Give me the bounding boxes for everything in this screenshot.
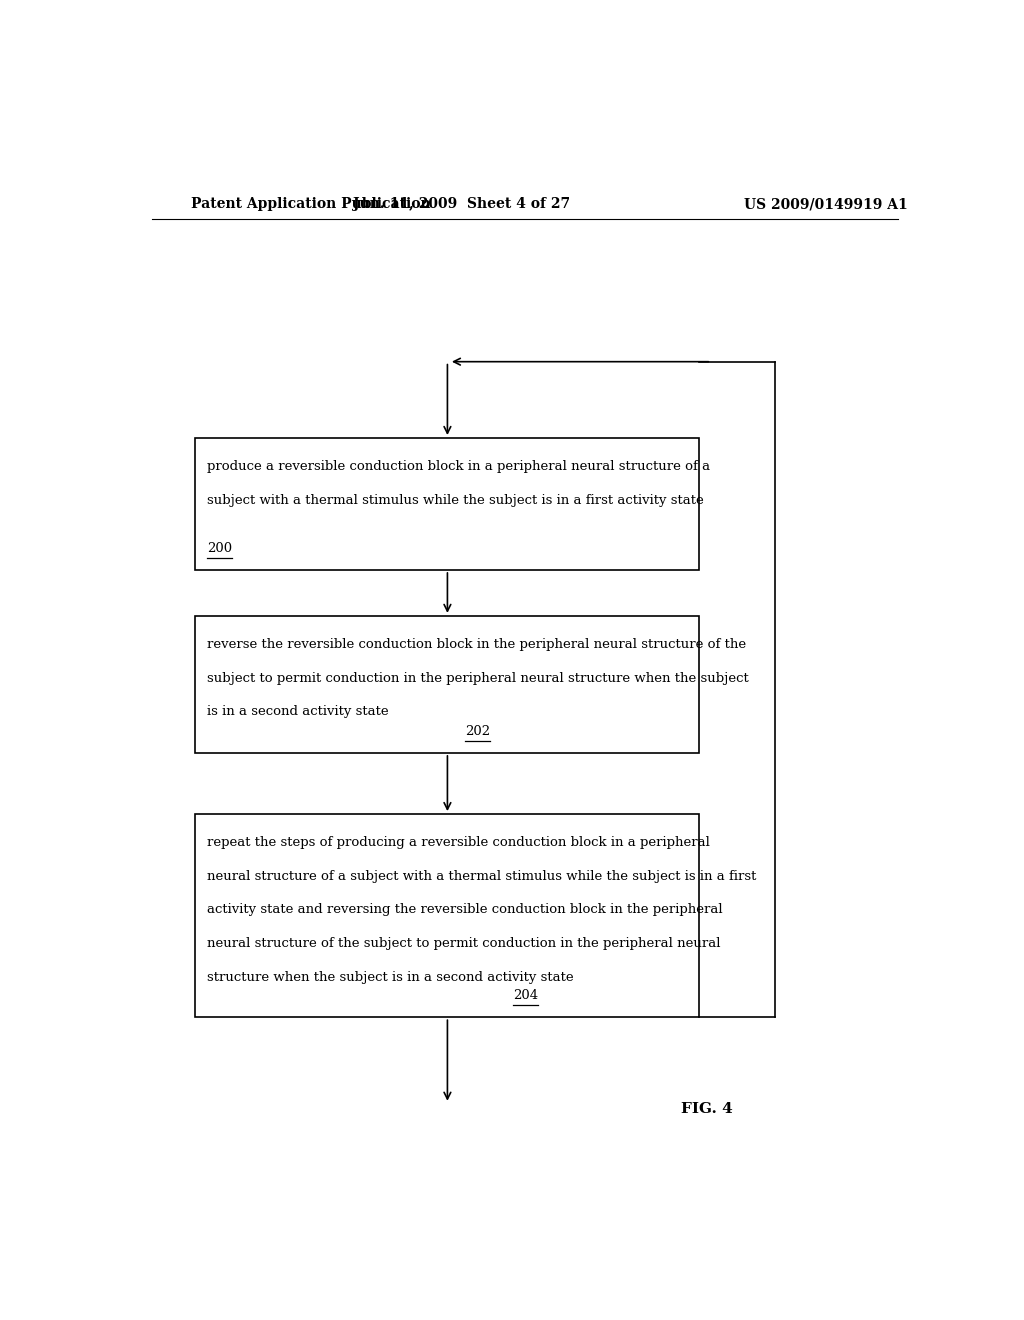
Text: neural structure of a subject with a thermal stimulus while the subject is in a : neural structure of a subject with a the… [207, 870, 757, 883]
Text: reverse the reversible conduction block in the peripheral neural structure of th: reverse the reversible conduction block … [207, 638, 746, 651]
Text: repeat the steps of producing a reversible conduction block in a peripheral: repeat the steps of producing a reversib… [207, 837, 711, 849]
FancyBboxPatch shape [196, 615, 699, 752]
FancyBboxPatch shape [196, 814, 699, 1018]
Text: produce a reversible conduction block in a peripheral neural structure of a: produce a reversible conduction block in… [207, 461, 711, 474]
Text: neural structure of the subject to permit conduction in the peripheral neural: neural structure of the subject to permi… [207, 937, 721, 950]
Text: subject to permit conduction in the peripheral neural structure when the subject: subject to permit conduction in the peri… [207, 672, 750, 685]
Text: is in a second activity state: is in a second activity state [207, 705, 389, 718]
Text: Patent Application Publication: Patent Application Publication [191, 197, 431, 211]
Text: structure when the subject is in a second activity state: structure when the subject is in a secon… [207, 970, 574, 983]
FancyBboxPatch shape [196, 438, 699, 570]
Text: 200: 200 [207, 541, 232, 554]
Text: subject with a thermal stimulus while the subject is in a first activity state: subject with a thermal stimulus while th… [207, 494, 705, 507]
Text: activity state and reversing the reversible conduction block in the peripheral: activity state and reversing the reversi… [207, 903, 723, 916]
Text: 204: 204 [513, 989, 538, 1002]
Text: US 2009/0149919 A1: US 2009/0149919 A1 [744, 197, 908, 211]
Text: 202: 202 [465, 725, 490, 738]
Text: Jun. 11, 2009  Sheet 4 of 27: Jun. 11, 2009 Sheet 4 of 27 [352, 197, 570, 211]
Text: FIG. 4: FIG. 4 [681, 1102, 733, 1115]
